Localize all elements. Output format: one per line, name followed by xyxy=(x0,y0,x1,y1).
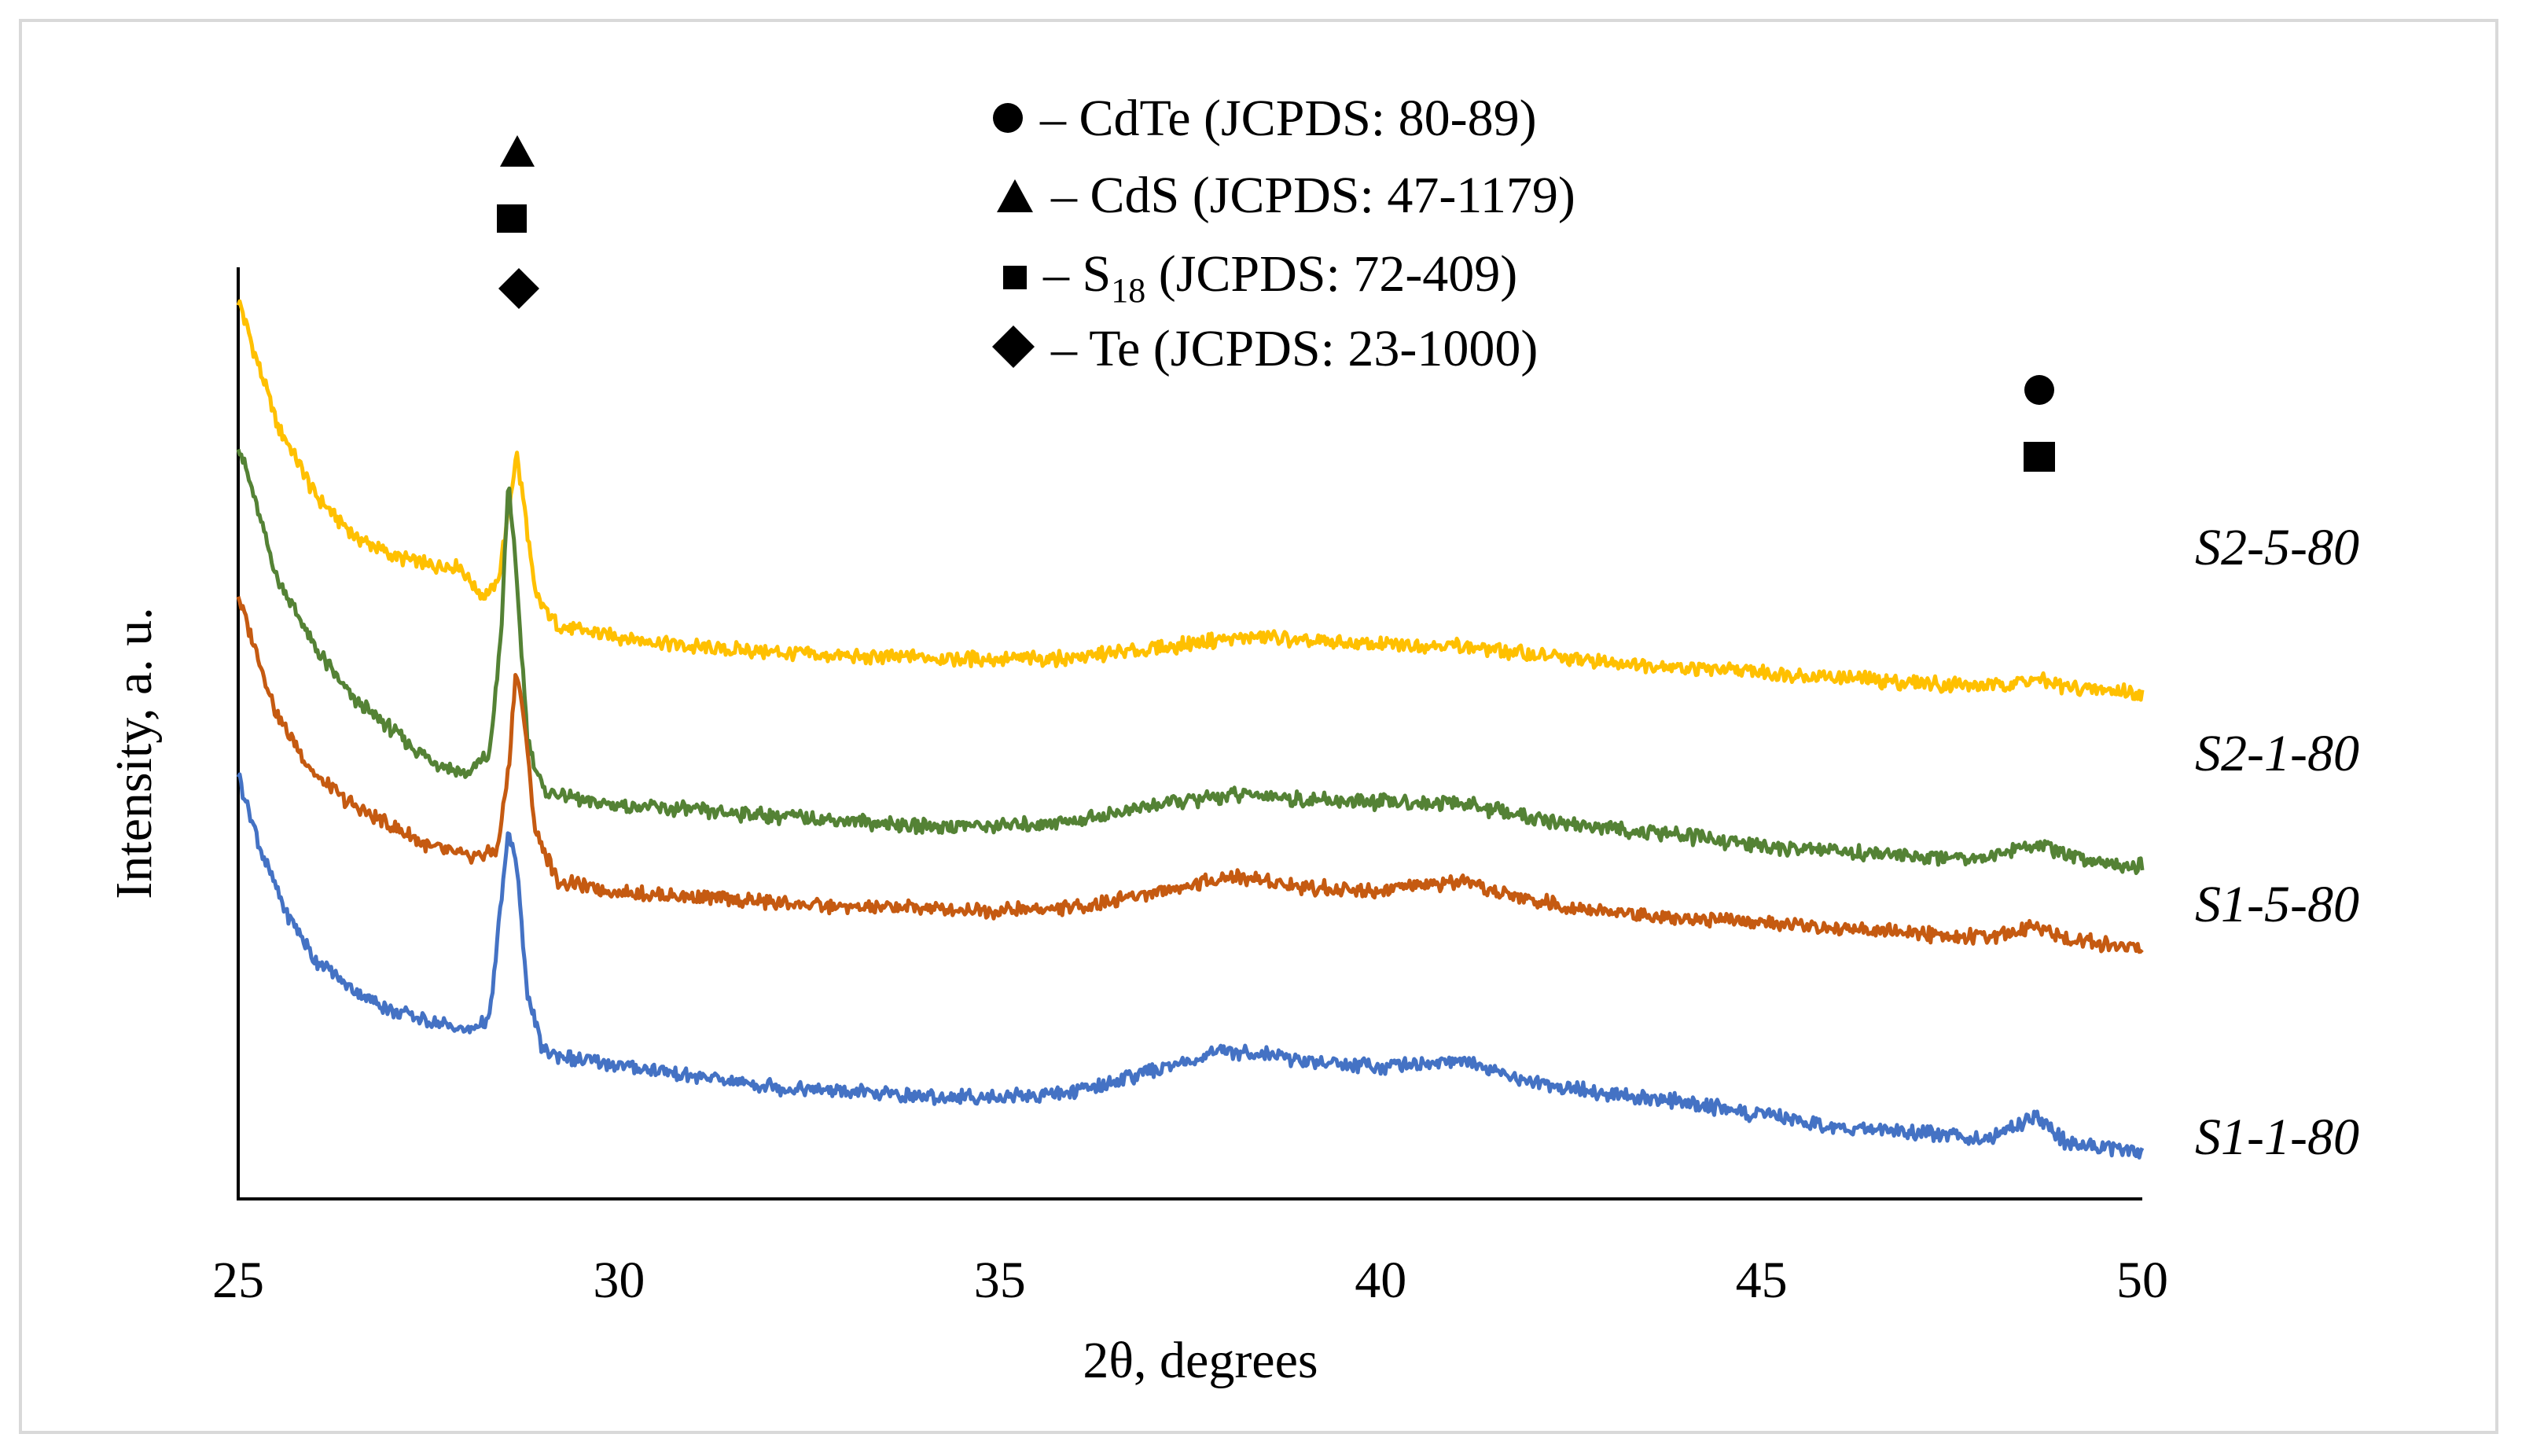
peak-square-icon xyxy=(2024,442,2055,472)
legend-s18-prefix: – S xyxy=(1042,245,1111,303)
legend-s18-subscript: 18 xyxy=(1111,271,1145,310)
x-tick-label-50: 50 xyxy=(2116,1252,2168,1309)
peak-markers-28 xyxy=(497,135,539,309)
x-tick-label-45: 45 xyxy=(1736,1252,1788,1309)
x-axis-title: 2θ, degrees xyxy=(1083,1332,1318,1389)
x-tick-label-25: 25 xyxy=(212,1252,264,1309)
x-tick-label-30: 30 xyxy=(593,1252,645,1309)
legend-entry-cdte: – CdTe (JCPDS: 80-89) xyxy=(1039,90,1537,147)
series-line-s2-1-80 xyxy=(236,448,2145,876)
series-label-s1-1-80: S1-1-80 xyxy=(2195,1109,2359,1166)
legend-entry-cds: – CdS (JCPDS: 47-1179) xyxy=(1050,167,1575,224)
legend-triangle-icon xyxy=(997,179,1033,212)
legend: – CdTe (JCPDS: 80-89) – CdS (JCPDS: 47-1… xyxy=(992,90,1575,377)
series-label-s2-5-80: S2-5-80 xyxy=(2195,519,2359,576)
x-tick-labels: 25 30 35 40 45 50 xyxy=(212,1252,2168,1309)
series-line-s2-5-80 xyxy=(236,299,2145,702)
peak-markers-48 xyxy=(2024,375,2055,472)
peak-triangle-icon xyxy=(500,135,535,167)
y-axis-title: Intensity, a. u. xyxy=(105,607,163,899)
legend-entry-s18: – S18 (JCPDS: 72-409) xyxy=(1042,245,1517,310)
series-line-s1-5-80 xyxy=(236,596,2144,954)
legend-circle-icon xyxy=(993,103,1023,133)
legend-square-icon xyxy=(1003,266,1027,289)
peak-square-icon xyxy=(497,204,527,233)
x-tick-label-35: 35 xyxy=(974,1252,1026,1309)
x-tick-label-40: 40 xyxy=(1355,1252,1406,1309)
legend-entry-te: – Te (JCPDS: 23-1000) xyxy=(1050,320,1538,377)
peak-diamond-icon xyxy=(498,268,539,309)
series-lines xyxy=(236,299,2145,1160)
peak-circle-icon xyxy=(2024,375,2054,405)
series-label-s1-5-80: S1-5-80 xyxy=(2195,876,2359,933)
legend-diamond-icon xyxy=(992,325,1035,368)
series-label-s2-1-80: S2-1-80 xyxy=(2195,725,2359,782)
series-line-s1-1-80 xyxy=(236,772,2145,1160)
legend-s18-suffix: (JCPDS: 72-409) xyxy=(1145,245,1517,303)
